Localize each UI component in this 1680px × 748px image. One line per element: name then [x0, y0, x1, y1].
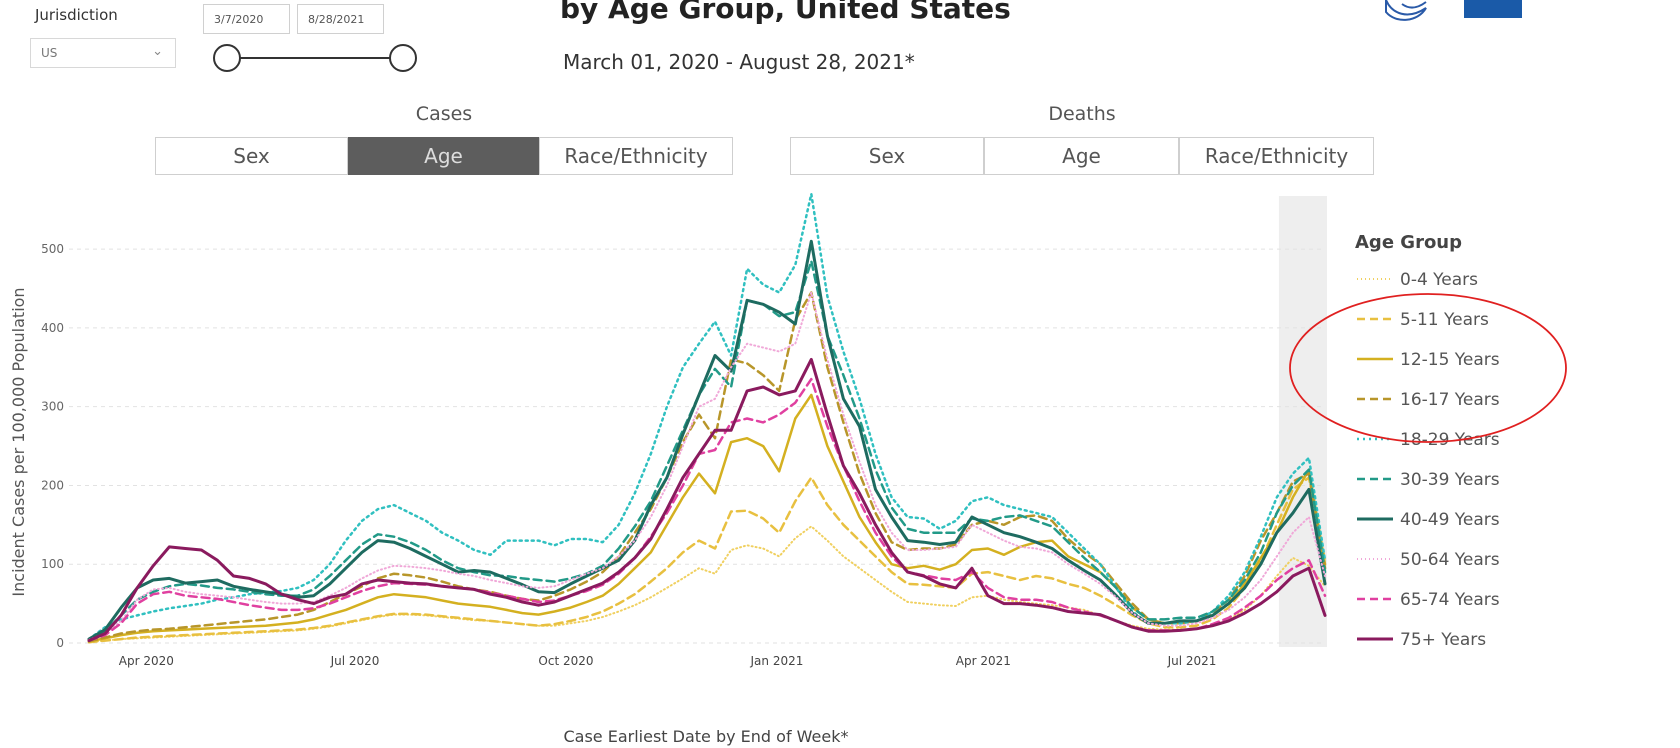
- tab-deaths-race-ethnicity[interactable]: Race/Ethnicity: [1179, 137, 1374, 175]
- legend-label: 12-15 Years: [1400, 350, 1500, 370]
- y-axis-label: Incident Cases per 100,000 Population: [9, 287, 28, 596]
- series-line-65-74-years: [87, 377, 1327, 642]
- date-range-slider[interactable]: [205, 40, 425, 76]
- jurisdiction-label: Jurisdiction: [35, 6, 118, 24]
- series-lines: [87, 192, 1327, 644]
- end-date-input[interactable]: 8/28/2021: [297, 4, 384, 34]
- cases-by-age-line-chart: 0 100 200 300 400 500 Apr 2020 Jul 2020 Oct 202…: [9, 192, 1567, 746]
- x-tick-label: Apr 2020: [119, 654, 174, 668]
- x-tick-label: Jan 2021: [750, 654, 804, 668]
- y-tick-label: 100: [41, 557, 64, 571]
- y-tick-label: 400: [41, 321, 64, 335]
- series-line-5-11-years: [87, 476, 1327, 644]
- agency-logo: [1385, 0, 1522, 21]
- legend-label: 0-4 Years: [1400, 270, 1478, 290]
- y-tick-label: 500: [41, 242, 64, 256]
- jurisdiction-value: US: [41, 46, 58, 60]
- deaths-section-label: Deaths: [1048, 103, 1116, 125]
- x-tick-label: Jul 2020: [330, 654, 380, 668]
- legend-label: 50-64 Years: [1400, 550, 1500, 570]
- legend-label: 75+ Years: [1400, 630, 1486, 650]
- tab-cases-sex[interactable]: Sex: [155, 137, 348, 175]
- legend-label: 16-17 Years: [1400, 390, 1500, 410]
- x-axis-label: Case Earliest Date by End of Week*: [563, 727, 848, 746]
- grid-lines: [69, 248, 1325, 644]
- tab-deaths-sex[interactable]: Sex: [790, 137, 984, 175]
- legend-label: 40-49 Years: [1400, 510, 1500, 530]
- x-tick-label: Oct 2020: [538, 654, 593, 668]
- page-title: by Age Group, United States: [560, 0, 1011, 25]
- highlight-band-rect: [1278, 196, 1327, 647]
- slider-handle-end[interactable]: [389, 44, 417, 72]
- series-line-40-49-years: [87, 239, 1327, 641]
- series-line-16-17-years: [87, 291, 1327, 643]
- cases-section-label: Cases: [415, 103, 473, 125]
- series-line-30-39-years: [87, 259, 1327, 642]
- slider-handle-start[interactable]: [213, 44, 241, 72]
- y-tick-label: 300: [41, 400, 64, 414]
- y-tick-label: 200: [41, 478, 64, 492]
- annotation-circle: [1289, 293, 1567, 443]
- chevron-down-icon: ⌄: [152, 44, 163, 59]
- legend-label: 65-74 Years: [1400, 590, 1500, 610]
- legend-label: 18-29 Years: [1400, 430, 1500, 450]
- jurisdiction-select[interactable]: US ⌄: [30, 38, 176, 68]
- legend-label: 5-11 Years: [1400, 310, 1489, 330]
- date-range-subtitle: March 01, 2020 - August 28, 2021*: [563, 50, 915, 74]
- tab-cases-race-ethnicity[interactable]: Race/Ethnicity: [539, 137, 733, 175]
- x-tick-label: Apr 2021: [956, 654, 1011, 668]
- series-line-18-29-years: [87, 192, 1327, 641]
- tab-cases-age[interactable]: Age: [348, 137, 539, 175]
- tab-deaths-age[interactable]: Age: [984, 137, 1179, 175]
- legend: Age Group 0-4 Years 5-11 Years 12-15 Years 1…: [1355, 232, 1500, 650]
- legend-label: 30-39 Years: [1400, 470, 1500, 490]
- legend-title: Age Group: [1355, 232, 1462, 253]
- highlight-band: [1278, 196, 1327, 647]
- series-line-12-15-years: [87, 393, 1327, 643]
- x-axis-ticks: Apr 2020 Jul 2020 Oct 2020 Jan 2021 Apr 2021…: [119, 654, 1217, 668]
- series-line-75-years: [87, 357, 1327, 643]
- series-line-50-64-years: [88, 291, 1326, 641]
- y-tick-label: 0: [56, 636, 64, 650]
- start-date-input[interactable]: 3/7/2020: [203, 4, 290, 34]
- x-tick-label: Jul 2021: [1167, 654, 1217, 668]
- y-axis-ticks: 0 100 200 300 400 500: [41, 242, 64, 650]
